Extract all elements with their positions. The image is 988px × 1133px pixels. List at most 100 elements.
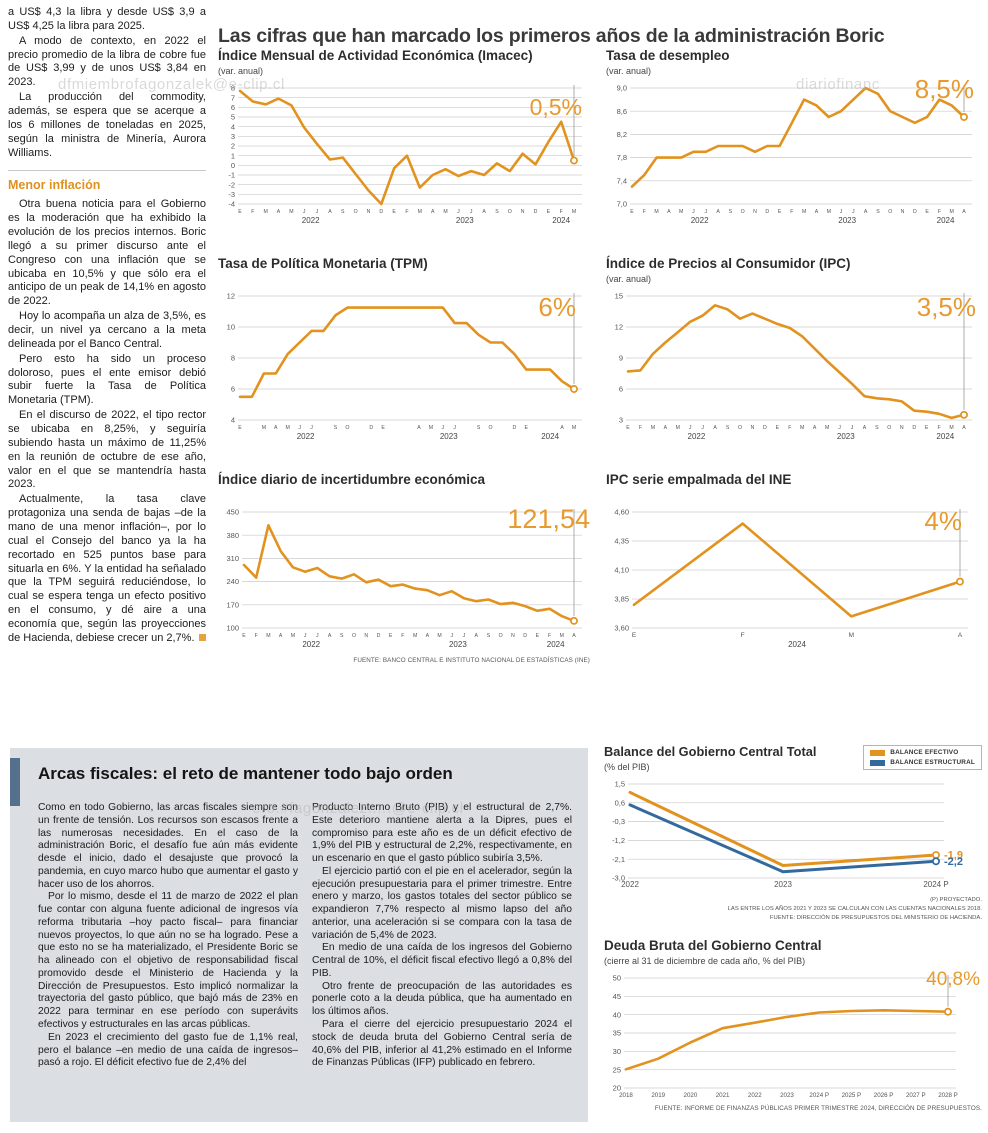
- desempleo-line-plot: 9,0 8,6 8,2 7,8 7,4 7,0 E F M A M J J A S O N D E F M A M J J A S O…: [606, 80, 980, 230]
- svg-text:3,60: 3,60: [614, 623, 629, 632]
- svg-text:D: D: [512, 425, 516, 431]
- svg-text:M: M: [651, 425, 655, 431]
- svg-text:N: N: [900, 425, 904, 431]
- svg-text:D: D: [765, 209, 769, 215]
- article-paragraph: La producción del commodity, además, se …: [8, 91, 206, 159]
- svg-text:M: M: [266, 633, 270, 639]
- article-paragraph: Actualmente, la tasa clave protagoniza u…: [8, 493, 206, 644]
- svg-text:A: A: [958, 632, 963, 639]
- svg-text:3: 3: [619, 415, 623, 424]
- article-paragraph: A modo de contexto, en 2022 el precio pr…: [8, 34, 206, 89]
- chart-highlight-value: 8,5%: [914, 73, 974, 104]
- svg-text:4,60: 4,60: [614, 507, 629, 516]
- legend-label: BALANCE EFECTIVO: [890, 749, 959, 756]
- chart-footnote: (P) PROYECTADO.: [930, 896, 982, 903]
- svg-text:M: M: [800, 425, 804, 431]
- arcas-paragraph: Producto Interno Bruto (PIB) y el estruc…: [312, 802, 572, 865]
- svg-text:A: A: [572, 633, 576, 639]
- svg-text:E: E: [778, 209, 782, 215]
- chart-title: Índice de Precios al Consumidor (IPC): [606, 256, 851, 271]
- chart-subtitle: (var. anual): [218, 65, 264, 76]
- arcas-paragraph: Otro frente de preocupación de las autor…: [312, 980, 572, 1018]
- svg-text:7,0: 7,0: [617, 199, 627, 208]
- svg-text:310: 310: [226, 554, 239, 563]
- svg-text:M: M: [286, 425, 290, 431]
- svg-text:E: E: [925, 425, 929, 431]
- svg-text:2023: 2023: [449, 640, 467, 649]
- chart-title: Deuda Bruta del Gobierno Central: [604, 938, 822, 953]
- svg-text:M: M: [262, 425, 266, 431]
- svg-text:M: M: [418, 209, 422, 215]
- svg-text:M: M: [413, 633, 417, 639]
- svg-text:M: M: [950, 209, 954, 215]
- chart-title: IPC serie empalmada del INE: [606, 472, 792, 487]
- svg-text:M: M: [572, 209, 576, 215]
- svg-text:2026 P: 2026 P: [874, 1092, 894, 1099]
- svg-text:O: O: [499, 633, 503, 639]
- svg-text:M: M: [291, 633, 295, 639]
- svg-text:2018: 2018: [619, 1092, 633, 1099]
- svg-text:S: S: [340, 633, 344, 639]
- arcas-paragraph: En medio de una caída de los ingresos de…: [312, 942, 572, 979]
- svg-text:F: F: [741, 632, 745, 639]
- svg-text:E: E: [632, 632, 637, 639]
- chart-highlight-value: 0,5%: [529, 93, 582, 120]
- svg-text:M: M: [827, 209, 831, 215]
- svg-text:M: M: [825, 425, 829, 431]
- svg-text:J: J: [457, 209, 460, 215]
- svg-text:J: J: [441, 425, 444, 431]
- svg-text:A: A: [813, 425, 817, 431]
- svg-text:J: J: [304, 633, 307, 639]
- svg-text:30: 30: [613, 1046, 621, 1055]
- svg-text:2022: 2022: [748, 1092, 762, 1099]
- article-paragraph: Hoy lo acompaña un alza de 3,5%, es deci…: [8, 310, 206, 350]
- svg-text:E: E: [242, 633, 246, 639]
- svg-text:J: J: [852, 209, 855, 215]
- chart-footnotes: (P) PROYECTADO. LAS ENTRE LOS AÑOS 2021 …: [604, 896, 982, 923]
- ipc-line-plot: 15 12 9 6 3 E F M A M J J A S O N D E F M A M J J A S O N D E F M A 2022 2…: [606, 288, 980, 446]
- svg-text:F: F: [405, 209, 408, 215]
- svg-text:J: J: [316, 209, 319, 215]
- svg-text:-4: -4: [228, 199, 235, 208]
- svg-text:S: S: [726, 425, 730, 431]
- svg-text:10: 10: [227, 322, 235, 331]
- svg-text:E: E: [626, 425, 630, 431]
- svg-text:J: J: [310, 425, 313, 431]
- svg-text:A: A: [431, 209, 435, 215]
- svg-text:2023: 2023: [837, 432, 855, 441]
- svg-text:N: N: [521, 209, 525, 215]
- svg-text:E: E: [392, 209, 396, 215]
- svg-text:380: 380: [226, 530, 239, 539]
- svg-text:2022: 2022: [302, 640, 320, 649]
- svg-text:O: O: [738, 425, 742, 431]
- svg-text:A: A: [667, 209, 671, 215]
- svg-text:A: A: [560, 425, 564, 431]
- svg-text:O: O: [354, 209, 358, 215]
- svg-text:2: 2: [231, 141, 235, 150]
- svg-text:9: 9: [619, 353, 623, 362]
- svg-text:3,85: 3,85: [614, 594, 629, 603]
- svg-text:M: M: [949, 425, 953, 431]
- legend-item-estructural: BALANCE ESTRUCTURAL: [870, 759, 975, 766]
- svg-text:E: E: [925, 209, 929, 215]
- svg-text:S: S: [876, 209, 880, 215]
- article-paragraph: Pero esto ha sido un proceso doloroso, p…: [8, 352, 206, 407]
- section-heading-menor-inflacion: Menor inflación: [8, 170, 206, 194]
- svg-text:2024: 2024: [552, 216, 570, 225]
- svg-text:2022: 2022: [688, 432, 706, 441]
- svg-text:M: M: [264, 209, 268, 215]
- svg-text:A: A: [328, 633, 332, 639]
- svg-text:20: 20: [613, 1083, 621, 1092]
- svg-text:A: A: [417, 425, 421, 431]
- svg-text:A: A: [864, 209, 868, 215]
- svg-text:2028 P: 2028 P: [938, 1092, 958, 1099]
- svg-text:D: D: [377, 633, 381, 639]
- svg-text:J: J: [701, 425, 704, 431]
- svg-text:A: A: [716, 209, 720, 215]
- svg-text:2024: 2024: [541, 432, 559, 441]
- svg-text:M: M: [289, 209, 293, 215]
- chart-desempleo: Tasa de desempleo (var. anual) 8,5% 9,0 8…: [606, 48, 980, 230]
- svg-text:2023: 2023: [780, 1092, 794, 1099]
- svg-text:F: F: [401, 633, 404, 639]
